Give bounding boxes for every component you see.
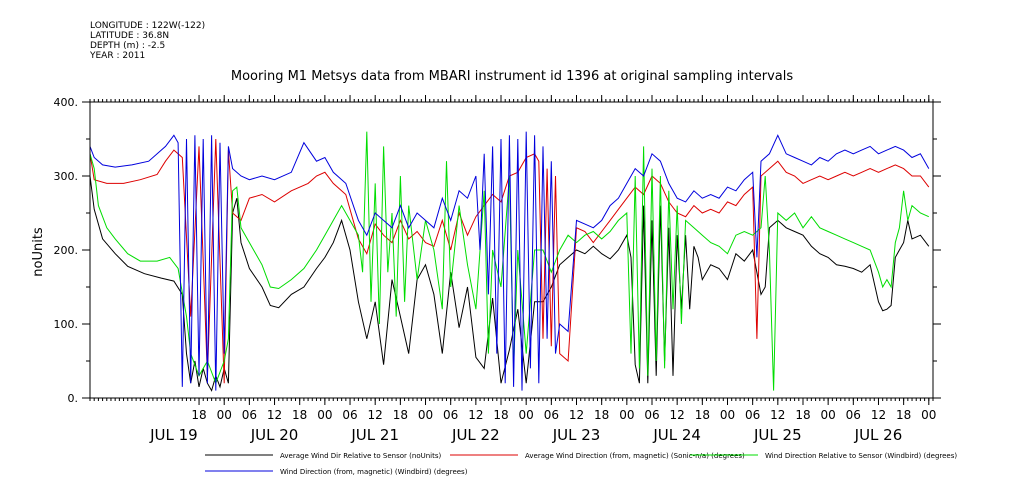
series-line-1 [89,175,930,392]
legend-label-3: Wind Direction Relative to Sensor (Windb… [765,452,957,460]
x-tick-label: 00 [418,408,433,422]
x-tick-label: 18 [594,408,609,422]
series-line-4 [89,131,930,391]
depth-label: DEPTH (m) : -2.5 [90,41,166,51]
x-tick-label: 18 [795,408,810,422]
x-tick-label: 18 [896,408,911,422]
x-tick-label: 18 [393,408,408,422]
series-line-3 [89,131,930,391]
year-label: YEAR : 2011 [90,51,146,61]
x-tick-label: 12 [770,408,785,422]
x-tick-label: 00 [921,408,936,422]
day-label: JUL 25 [753,426,802,444]
legend-label-2: Average Wind Direction (from, magnetic) … [525,452,745,460]
x-tick-label: 12 [871,408,886,422]
x-tick-label: 12 [670,408,685,422]
x-tick-label: 00 [720,408,735,422]
series-line-2 [89,138,930,384]
y-tick-label: 0. [68,392,79,405]
day-label: JUL 22 [451,426,500,444]
x-tick-label: 00 [821,408,836,422]
x-tick-label: 00 [519,408,534,422]
x-tick-label: 06 [644,408,659,422]
x-tick-label: 18 [292,408,307,422]
x-tick-label: 06 [443,408,458,422]
legend-label-4: Wind Direction (from, magnetic) (Windbir… [280,468,468,476]
x-tick-label: 00 [619,408,634,422]
x-tick-label: 06 [846,408,861,422]
axis-layer: 0. 100. 200. 300. 400. 18 00 06 12 18 00 06 12 18 00 06… [54,95,941,444]
x-tick-label: 06 [342,408,357,422]
day-label: JUL 26 [854,426,903,444]
legend: Average Wind Dir Relative to Sensor (noU… [205,452,957,476]
series-layer [89,131,930,392]
x-tick-label: 12 [267,408,282,422]
x-tick-label: 18 [191,408,206,422]
y-axis-label: noUnits [31,227,46,277]
longitude-label: LONGITUDE : 122W(-122) [90,21,206,31]
y-tick-label: 100. [54,318,79,331]
y-tick-label: 400. [54,96,79,109]
x-tick-label: 12 [468,408,483,422]
x-tick-label: 12 [569,408,584,422]
day-label: JUL 20 [250,426,299,444]
x-tick-label: 06 [242,408,257,422]
day-label: JUL 23 [552,426,601,444]
x-tick-label: 18 [493,408,508,422]
latitude-label: LATITUDE : 36.8N [90,31,170,41]
metadata-block: LONGITUDE : 122W(-122) LATITUDE : 36.8N … [90,21,205,61]
legend-label-1: Average Wind Dir Relative to Sensor (noU… [280,452,441,460]
y-tick-label: 300. [54,170,79,183]
x-tick-label: 12 [368,408,383,422]
y-tick-label: 200. [54,244,79,257]
x-tick-label: 06 [745,408,760,422]
day-label: JUL 24 [652,426,701,444]
x-tick-label: 00 [317,408,332,422]
chart-title: Mooring M1 Metsys data from MBARI instru… [231,69,793,84]
day-label: JUL 19 [149,426,198,444]
day-label: JUL 21 [350,426,399,444]
x-tick-label: 06 [544,408,559,422]
x-tick-label: 00 [217,408,232,422]
x-tick-label: 18 [695,408,710,422]
